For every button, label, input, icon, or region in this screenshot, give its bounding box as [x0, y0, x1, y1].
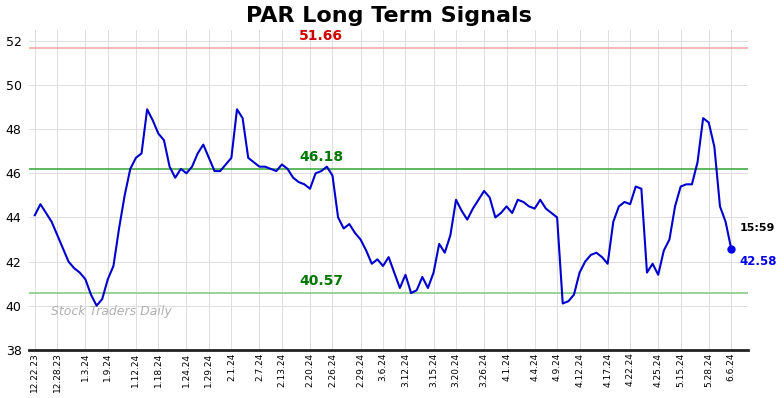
Text: Stock Traders Daily: Stock Traders Daily: [51, 305, 172, 318]
Text: 15:59: 15:59: [739, 223, 775, 233]
Text: 51.66: 51.66: [299, 29, 343, 43]
Title: PAR Long Term Signals: PAR Long Term Signals: [245, 6, 532, 25]
Text: 40.57: 40.57: [299, 273, 343, 288]
Text: 46.18: 46.18: [299, 150, 343, 164]
Text: 42.58: 42.58: [739, 256, 777, 268]
